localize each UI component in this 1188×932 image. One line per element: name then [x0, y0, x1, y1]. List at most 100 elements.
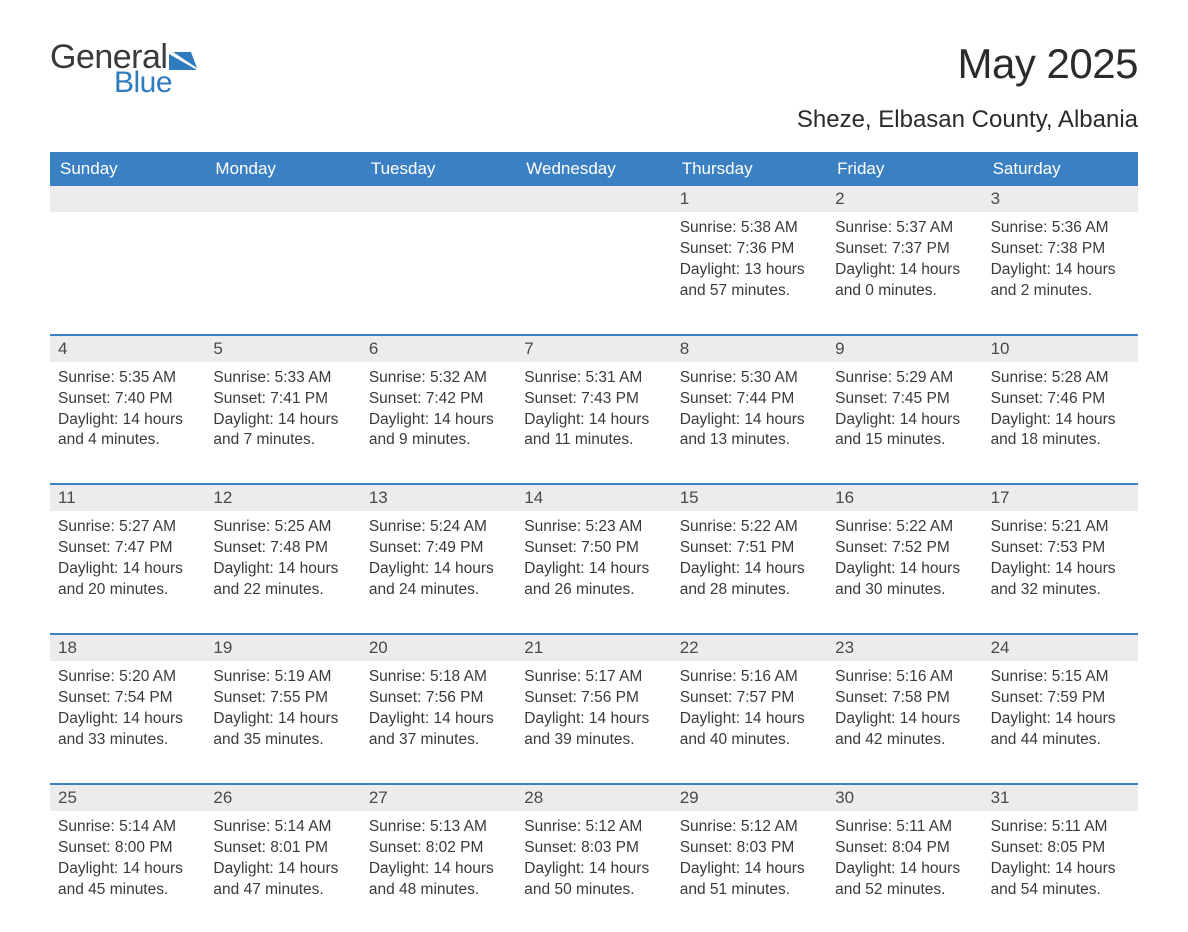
daylight-text: Daylight: 14 hours and 18 minutes.	[991, 410, 1130, 452]
sunset-text: Sunset: 8:00 PM	[58, 838, 197, 859]
day-number: 31	[983, 785, 1138, 811]
calendar-week: 18192021222324Sunrise: 5:20 AMSunset: 7:…	[50, 633, 1138, 783]
sunset-text: Sunset: 7:45 PM	[835, 389, 974, 410]
day-number: 13	[361, 485, 516, 511]
daylight-text: Daylight: 14 hours and 20 minutes.	[58, 559, 197, 601]
calendar-week: 11121314151617Sunrise: 5:27 AMSunset: 7:…	[50, 483, 1138, 633]
day-number: 18	[50, 635, 205, 661]
day-number: 25	[50, 785, 205, 811]
day-cell: Sunrise: 5:16 AMSunset: 7:58 PMDaylight:…	[827, 661, 982, 783]
sunset-text: Sunset: 7:36 PM	[680, 239, 819, 260]
calendar-week: 45678910Sunrise: 5:35 AMSunset: 7:40 PMD…	[50, 334, 1138, 484]
daylight-text: Daylight: 14 hours and 24 minutes.	[369, 559, 508, 601]
sunset-text: Sunset: 7:41 PM	[213, 389, 352, 410]
title-block: May 2025 Sheze, Elbasan County, Albania	[797, 40, 1138, 144]
sunset-text: Sunset: 7:44 PM	[680, 389, 819, 410]
daylight-text: Daylight: 13 hours and 57 minutes.	[680, 260, 819, 302]
sunrise-text: Sunrise: 5:23 AM	[524, 517, 663, 538]
day-number: 14	[516, 485, 671, 511]
sunrise-text: Sunrise: 5:11 AM	[835, 817, 974, 838]
day-number: 30	[827, 785, 982, 811]
daylight-text: Daylight: 14 hours and 32 minutes.	[991, 559, 1130, 601]
calendar-week: 123Sunrise: 5:38 AMSunset: 7:36 PMDaylig…	[50, 186, 1138, 334]
day-cell	[205, 212, 360, 334]
sunrise-text: Sunrise: 5:29 AM	[835, 368, 974, 389]
daylight-text: Daylight: 14 hours and 0 minutes.	[835, 260, 974, 302]
sunset-text: Sunset: 7:56 PM	[524, 688, 663, 709]
day-number: 21	[516, 635, 671, 661]
day-number	[516, 186, 671, 212]
logo-text-blue: Blue	[114, 68, 172, 98]
sunrise-text: Sunrise: 5:24 AM	[369, 517, 508, 538]
daylight-text: Daylight: 14 hours and 50 minutes.	[524, 859, 663, 901]
sunrise-text: Sunrise: 5:21 AM	[991, 517, 1130, 538]
daylight-text: Daylight: 14 hours and 11 minutes.	[524, 410, 663, 452]
sunrise-text: Sunrise: 5:30 AM	[680, 368, 819, 389]
day-number: 15	[672, 485, 827, 511]
day-number: 17	[983, 485, 1138, 511]
day-number: 26	[205, 785, 360, 811]
day-cell: Sunrise: 5:11 AMSunset: 8:04 PMDaylight:…	[827, 811, 982, 932]
header: General Blue May 2025 Sheze, Elbasan Cou…	[50, 40, 1138, 144]
day-number: 28	[516, 785, 671, 811]
day-cell: Sunrise: 5:21 AMSunset: 7:53 PMDaylight:…	[983, 511, 1138, 633]
day-number: 24	[983, 635, 1138, 661]
day-number: 1	[672, 186, 827, 212]
day-cell: Sunrise: 5:14 AMSunset: 8:01 PMDaylight:…	[205, 811, 360, 932]
sunset-text: Sunset: 7:53 PM	[991, 538, 1130, 559]
day-cell: Sunrise: 5:14 AMSunset: 8:00 PMDaylight:…	[50, 811, 205, 932]
sunset-text: Sunset: 8:01 PM	[213, 838, 352, 859]
sunset-text: Sunset: 7:37 PM	[835, 239, 974, 260]
day-number: 7	[516, 336, 671, 362]
day-cell: Sunrise: 5:31 AMSunset: 7:43 PMDaylight:…	[516, 362, 671, 484]
day-cell: Sunrise: 5:18 AMSunset: 7:56 PMDaylight:…	[361, 661, 516, 783]
sunrise-text: Sunrise: 5:31 AM	[524, 368, 663, 389]
sunset-text: Sunset: 7:54 PM	[58, 688, 197, 709]
day-cell: Sunrise: 5:15 AMSunset: 7:59 PMDaylight:…	[983, 661, 1138, 783]
sunset-text: Sunset: 8:03 PM	[680, 838, 819, 859]
sunrise-text: Sunrise: 5:28 AM	[991, 368, 1130, 389]
sunset-text: Sunset: 7:55 PM	[213, 688, 352, 709]
sunrise-text: Sunrise: 5:18 AM	[369, 667, 508, 688]
sunrise-text: Sunrise: 5:22 AM	[680, 517, 819, 538]
sunset-text: Sunset: 7:59 PM	[991, 688, 1130, 709]
day-cell: Sunrise: 5:28 AMSunset: 7:46 PMDaylight:…	[983, 362, 1138, 484]
sunset-text: Sunset: 7:56 PM	[369, 688, 508, 709]
day-number: 27	[361, 785, 516, 811]
sunrise-text: Sunrise: 5:37 AM	[835, 218, 974, 239]
sunset-text: Sunset: 8:04 PM	[835, 838, 974, 859]
day-of-week-header: Monday	[205, 152, 360, 186]
sunrise-text: Sunrise: 5:32 AM	[369, 368, 508, 389]
day-cell	[516, 212, 671, 334]
daylight-text: Daylight: 14 hours and 44 minutes.	[991, 709, 1130, 751]
sunset-text: Sunset: 7:47 PM	[58, 538, 197, 559]
day-number: 29	[672, 785, 827, 811]
day-number: 20	[361, 635, 516, 661]
daylight-text: Daylight: 14 hours and 22 minutes.	[213, 559, 352, 601]
daylight-text: Daylight: 14 hours and 28 minutes.	[680, 559, 819, 601]
day-cell: Sunrise: 5:35 AMSunset: 7:40 PMDaylight:…	[50, 362, 205, 484]
sunrise-text: Sunrise: 5:17 AM	[524, 667, 663, 688]
day-number: 8	[672, 336, 827, 362]
day-number: 12	[205, 485, 360, 511]
logo-mark-icon	[169, 48, 203, 74]
daylight-text: Daylight: 14 hours and 30 minutes.	[835, 559, 974, 601]
daylight-text: Daylight: 14 hours and 9 minutes.	[369, 410, 508, 452]
day-cell: Sunrise: 5:22 AMSunset: 7:51 PMDaylight:…	[672, 511, 827, 633]
sunrise-text: Sunrise: 5:15 AM	[991, 667, 1130, 688]
day-cell: Sunrise: 5:22 AMSunset: 7:52 PMDaylight:…	[827, 511, 982, 633]
daylight-text: Daylight: 14 hours and 54 minutes.	[991, 859, 1130, 901]
day-cell: Sunrise: 5:25 AMSunset: 7:48 PMDaylight:…	[205, 511, 360, 633]
day-cell: Sunrise: 5:12 AMSunset: 8:03 PMDaylight:…	[516, 811, 671, 932]
day-cell: Sunrise: 5:13 AMSunset: 8:02 PMDaylight:…	[361, 811, 516, 932]
day-cell: Sunrise: 5:38 AMSunset: 7:36 PMDaylight:…	[672, 212, 827, 334]
day-cell: Sunrise: 5:33 AMSunset: 7:41 PMDaylight:…	[205, 362, 360, 484]
sunrise-text: Sunrise: 5:35 AM	[58, 368, 197, 389]
sunrise-text: Sunrise: 5:33 AM	[213, 368, 352, 389]
sunset-text: Sunset: 8:02 PM	[369, 838, 508, 859]
day-of-week-header: Thursday	[672, 152, 827, 186]
day-number	[50, 186, 205, 212]
day-number: 6	[361, 336, 516, 362]
day-cell: Sunrise: 5:20 AMSunset: 7:54 PMDaylight:…	[50, 661, 205, 783]
day-number: 22	[672, 635, 827, 661]
